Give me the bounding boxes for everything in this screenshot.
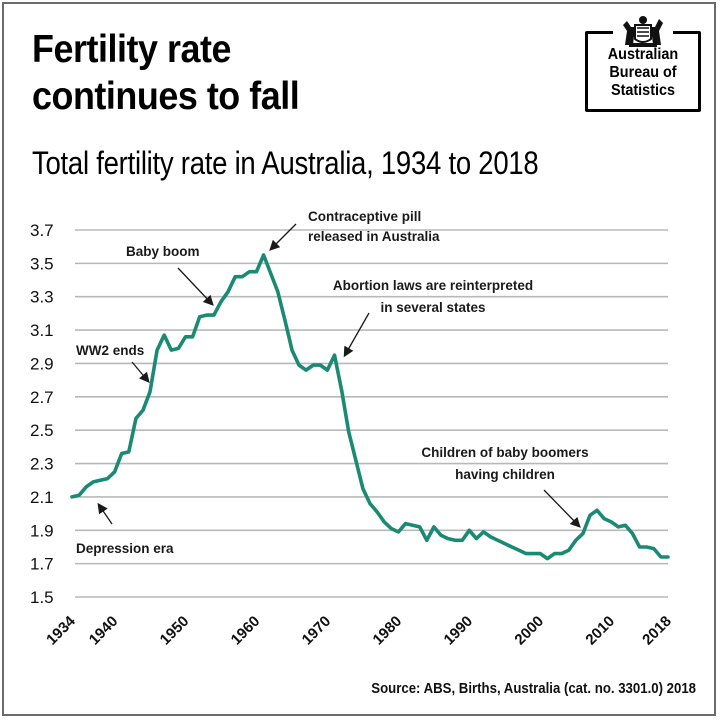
annotation-boomers: Children of baby boomers having children	[421, 445, 589, 528]
y-tick-label: 1.5	[30, 588, 54, 607]
x-tick-label: 2010	[582, 613, 618, 649]
annotation-arrow-icon	[343, 312, 370, 358]
chart-subtitle: Total fertility rate in Australia, 1934 …	[32, 145, 539, 181]
annotation-label: in several states	[380, 300, 485, 315]
annotation-depression: Depression era	[76, 502, 174, 556]
title-line-2: continues to fall	[32, 75, 300, 118]
x-tick-label: 1990	[441, 613, 477, 649]
annotation-arrow-icon	[131, 361, 150, 383]
gridlines	[75, 229, 668, 598]
annotation-arrow-icon	[177, 267, 214, 306]
annotation-label: Abortion laws are reinterpreted	[333, 278, 533, 293]
y-tick-label: 2.3	[30, 455, 54, 474]
annotation-label: Children of baby boomers	[421, 445, 588, 460]
x-axis-ticks: 1934 1940 1950 1960 1970 1980 1990 2000 2010 2018	[43, 612, 675, 648]
y-tick-label: 3.7	[30, 221, 54, 240]
series-line	[70, 253, 670, 561]
x-tick-label: 1934	[43, 612, 79, 648]
series-layer	[70, 253, 670, 561]
annotation-babyboom: Baby boom	[126, 244, 214, 306]
abs-logo: Australian Bureau of Statistics	[585, 13, 701, 112]
y-tick-label: 3.5	[30, 254, 54, 273]
annotations-layer: Depression era WW2 ends Baby boom Contracep…	[76, 209, 589, 556]
source-note: Source: ABS, Births, Australia (cat. no.…	[371, 680, 696, 697]
page-title: Fertility rate continues to fall	[32, 26, 300, 120]
annotation-arrow-icon	[543, 489, 581, 528]
annotation-label: Contraceptive pill	[308, 209, 421, 224]
x-tick-label: 1960	[228, 613, 264, 649]
x-tick-label: 2018	[639, 613, 675, 649]
y-tick-label: 2.5	[30, 421, 54, 440]
y-tick-label: 1.9	[30, 521, 54, 540]
annotation-pill: Contraceptive pill released in Australia	[269, 209, 440, 251]
y-tick-label: 3.3	[30, 288, 54, 307]
y-tick-label: 2.1	[30, 488, 54, 507]
title-line-1: Fertility rate	[32, 28, 231, 71]
annotation-label: Depression era	[76, 541, 174, 556]
annotation-label: Baby boom	[126, 244, 200, 259]
annotation-abortion: Abortion laws are reinterpreted in severa…	[333, 278, 533, 358]
x-tick-label: 2000	[511, 613, 547, 649]
x-tick-label: 1980	[370, 613, 406, 649]
annotation-label: having children	[455, 467, 555, 482]
annotation-label: released in Australia	[308, 229, 440, 244]
y-tick-label: 2.9	[30, 354, 54, 373]
x-tick-label: 1950	[157, 613, 193, 649]
x-tick-label: 1970	[299, 613, 335, 649]
logo-line-3: Statistics	[610, 82, 676, 99]
logo-line-1: Australian	[607, 46, 679, 63]
logo-text: Australian Bureau of Statistics	[591, 46, 695, 100]
annotation-arrow-icon	[97, 502, 113, 525]
annotation-arrow-icon	[269, 223, 297, 251]
y-tick-label: 1.7	[30, 555, 54, 574]
y-tick-label: 3.1	[30, 321, 54, 340]
annotation-ww2: WW2 ends	[76, 343, 150, 383]
logo-line-2: Bureau of	[609, 64, 677, 81]
y-tick-label: 2.7	[30, 388, 54, 407]
x-tick-label: 1940	[86, 613, 122, 649]
coat-of-arms-icon	[613, 13, 673, 49]
y-axis-ticks: 3.7 3.5 3.3 3.1 2.9 2.7 2.5 2.3 2.1 1.9 1.7 1.5	[30, 221, 54, 607]
annotation-label: WW2 ends	[76, 343, 144, 358]
